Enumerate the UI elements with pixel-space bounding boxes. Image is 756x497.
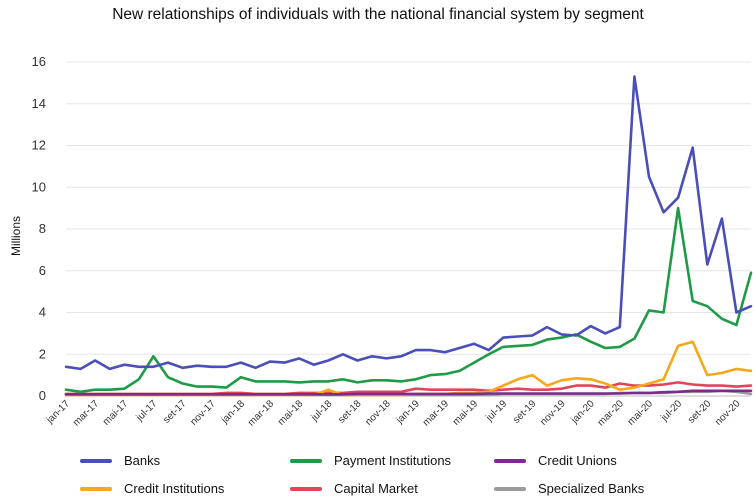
x-tick-label: mai-20 [626, 398, 656, 428]
chart-title: New relationships of individuals with th… [112, 6, 644, 23]
gridlines [66, 61, 751, 397]
y-tick-label: 6 [39, 263, 46, 278]
x-tick-label: mai-17 [101, 398, 131, 428]
x-tick-label: set-17 [161, 398, 189, 426]
x-tick-label: set-18 [336, 398, 364, 426]
x-tick-label: jan-20 [569, 398, 597, 426]
x-tick-label: set-20 [686, 398, 714, 426]
y-tick-label: 12 [32, 138, 46, 153]
x-tick-label: mai-18 [276, 398, 306, 428]
x-tick-label: jul-20 [658, 398, 684, 424]
x-tick-label: mar-19 [421, 398, 451, 428]
x-tick-label: mar-17 [71, 398, 101, 428]
x-tick-label: jan-17 [44, 398, 72, 426]
series-line-credit-institutions [64, 340, 753, 397]
x-tick-label: jul-18 [309, 398, 335, 424]
y-axis-label: Millions [9, 216, 23, 256]
x-tick-label: set-19 [511, 398, 539, 426]
x-tick-label: nov-20 [713, 398, 743, 428]
x-tick-label: mai-19 [451, 398, 481, 428]
x-tick-label: jul-19 [484, 398, 510, 424]
x-tick-label: mar-18 [246, 398, 276, 428]
series-line-banks [64, 75, 753, 371]
y-tick-label: 4 [39, 305, 46, 320]
y-tick-label: 0 [39, 388, 46, 403]
x-tick-label: mar-20 [596, 398, 626, 428]
x-tick-label: jul-17 [134, 398, 160, 424]
y-tick-label: 16 [32, 54, 46, 69]
y-tick-label: 14 [32, 96, 46, 111]
x-tick-label: jan-18 [219, 398, 247, 426]
y-tick-label: 8 [39, 221, 46, 236]
series-lines [64, 75, 753, 397]
series-line-payment-institutions [64, 206, 753, 394]
series-line-credit-unions [64, 389, 753, 396]
x-tick-label: jan-19 [394, 398, 422, 426]
y-tick-label: 10 [32, 179, 46, 194]
y-tick-label: 2 [39, 346, 46, 361]
x-tick-label: nov-18 [363, 398, 393, 428]
x-tick-label: nov-19 [538, 398, 568, 428]
x-tick-label: nov-17 [188, 398, 218, 428]
